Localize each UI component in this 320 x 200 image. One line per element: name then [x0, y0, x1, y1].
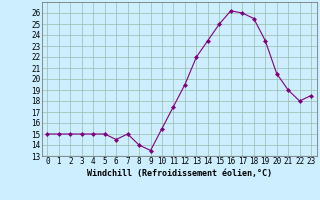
X-axis label: Windchill (Refroidissement éolien,°C): Windchill (Refroidissement éolien,°C)	[87, 169, 272, 178]
